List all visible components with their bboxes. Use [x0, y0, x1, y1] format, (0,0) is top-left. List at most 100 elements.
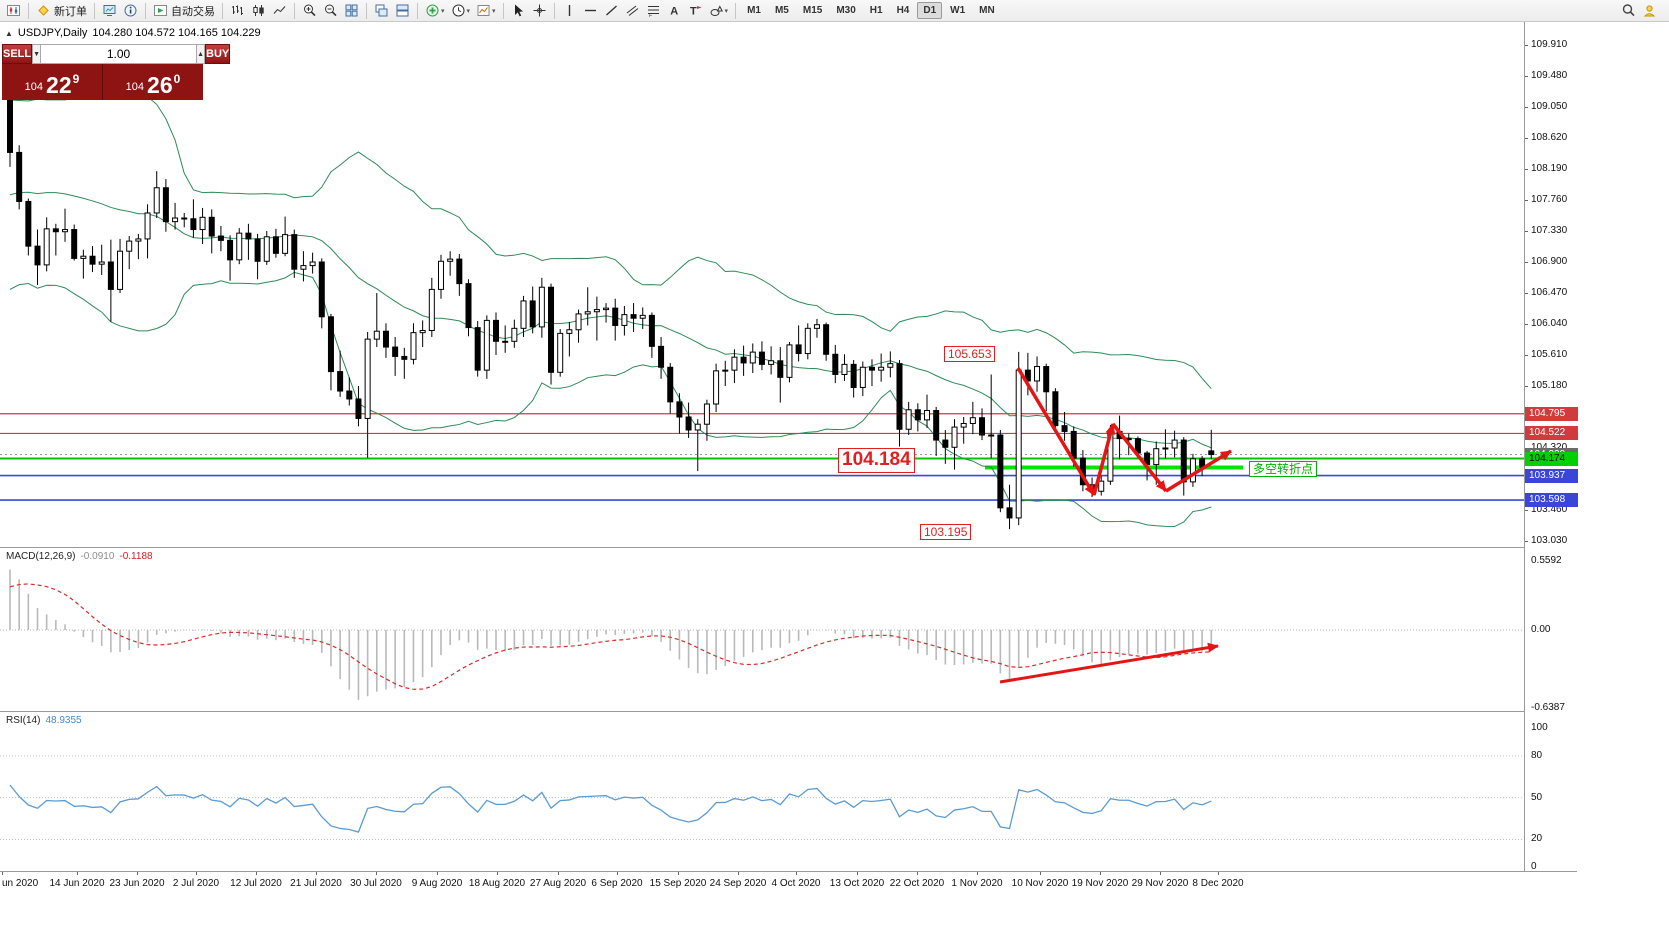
macd-indicator-canvas[interactable] [0, 547, 1524, 711]
price-chart-canvas[interactable] [0, 22, 1524, 547]
rsi-axis-tick: 0 [1531, 861, 1537, 873]
community-button[interactable] [1639, 0, 1660, 21]
timeframe-m15-button[interactable]: M15 [802, 5, 823, 16]
indicators-list-button[interactable]: ▾ [422, 0, 448, 21]
axis-tick-mark [1525, 75, 1528, 77]
time-axis-label: 23 Jun 2020 [109, 878, 165, 889]
indicators-icon [426, 4, 439, 17]
price-annotation-label[interactable]: 104.184 [838, 448, 915, 473]
market-watch-icon [103, 5, 116, 16]
shapes-tool-button[interactable]: ▾ [706, 0, 732, 21]
time-axis-label: 13 Oct 2020 [829, 878, 885, 889]
equidistant-channel-tool-button[interactable] [622, 0, 643, 21]
toolbar-separator [366, 2, 367, 19]
toolbar-separator [145, 2, 146, 19]
timeframe-m1-button[interactable]: M1 [747, 5, 761, 16]
one-click-trading-panel: SELL ▼ ▲ BUY 104 22 9 104 26 0 [2, 44, 231, 100]
volume-increase-button[interactable]: ▲ [196, 44, 205, 64]
sell-button[interactable]: SELL [2, 44, 33, 64]
trendline-tool-button[interactable] [601, 0, 622, 21]
price-axis[interactable]: 109.910 109.480 109.050 108.620 108.190 107.7… [1524, 22, 1578, 896]
trend-arrow[interactable] [1165, 449, 1232, 493]
price-annotation-label[interactable]: 105.653 [944, 346, 996, 363]
time-tick-mark [196, 872, 197, 875]
trend-arrow[interactable] [1092, 423, 1116, 496]
macd-trend-arrow[interactable] [999, 642, 1219, 684]
buy-price[interactable]: 104 26 0 [125, 72, 181, 99]
market-watch-button[interactable] [99, 0, 120, 21]
periods-list-button[interactable]: ▾ [448, 0, 474, 21]
templates-list-button[interactable]: ▾ [473, 0, 499, 21]
line-chart-style-button[interactable] [269, 0, 290, 21]
fibonacci-tool-button[interactable]: F [643, 0, 664, 21]
toolbar-separator [28, 2, 29, 19]
new-chart-button[interactable] [3, 0, 24, 21]
rsi-axis-tick: 80 [1531, 749, 1543, 761]
candles-group [7, 90, 1215, 530]
search-icon [1622, 4, 1635, 17]
cursor-tool-button[interactable] [508, 0, 529, 21]
horizontal-line-tool-button[interactable] [580, 0, 601, 21]
timeframe-w1-button[interactable]: W1 [950, 5, 966, 16]
timeframe-h1-button[interactable]: H1 [869, 5, 883, 16]
bollinger-middle-band [9, 191, 1212, 449]
autotrading-button[interactable]: 自动交易 [150, 0, 218, 21]
price-annotation-label[interactable]: 多空转折点 [1249, 461, 1318, 478]
price-axis-tick: 107.330 [1531, 224, 1568, 236]
time-axis-label: 18 Aug 2020 [468, 878, 526, 889]
time-axis-label: 29 Nov 2020 [1131, 878, 1189, 889]
price-annotation-label[interactable]: 103.195 [920, 524, 972, 541]
buy-button[interactable]: BUY [205, 44, 231, 64]
time-axis[interactable]: un 2020 14 Jun 2020 23 Jun 2020 2 Jul 2020 1… [0, 871, 1577, 897]
timeframe-h4-button[interactable]: H4 [896, 5, 910, 16]
data-window-button[interactable] [120, 0, 141, 21]
toolbar-separator [417, 2, 418, 19]
price-axis-tick: 104.320 [1531, 442, 1567, 454]
arrange-cascade-button[interactable] [371, 0, 392, 21]
vertical-line-tool-button[interactable] [559, 0, 580, 21]
text-label-tool-button[interactable]: T [685, 0, 706, 21]
timeframe-m5-button[interactable]: M5 [774, 5, 789, 16]
zoom-in-icon [304, 4, 316, 17]
zoom-in-button[interactable] [299, 0, 320, 21]
time-axis-label: 24 Sep 2020 [709, 878, 767, 889]
chevron-down-icon: ▾ [441, 7, 445, 15]
time-tick-mark [2, 872, 3, 875]
price-line-label: 104.174 [1525, 451, 1578, 466]
trend-arrow[interactable] [1016, 367, 1096, 496]
text-tool-button[interactable]: A [664, 0, 685, 21]
time-tick-mark [1100, 872, 1101, 875]
macd-axis-tick: -0.6387 [1531, 702, 1565, 714]
zoom-out-button[interactable] [320, 0, 341, 21]
macd-axis-tick: 0.00 [1531, 624, 1551, 635]
price-line-label: 103.937 [1525, 468, 1578, 483]
bar-chart-style-button[interactable] [227, 0, 248, 21]
crosshair-tool-button[interactable] [529, 0, 550, 21]
time-axis-label: 15 Sep 2020 [649, 878, 707, 889]
time-tick-mark [1218, 872, 1219, 875]
volume-input[interactable] [41, 44, 197, 64]
search-button[interactable] [1618, 0, 1639, 21]
trend-arrow[interactable] [1111, 422, 1168, 493]
autotrading-icon [154, 5, 167, 16]
timeframe-d1-button[interactable]: D1 [917, 2, 943, 19]
timeframe-m30-button[interactable]: M30 [836, 5, 856, 16]
time-axis-label: 9 Aug 2020 [411, 878, 463, 889]
axis-tick-mark [1525, 354, 1528, 356]
timeframe-mn-button[interactable]: MN [979, 5, 995, 16]
price-axis-tick: 107.760 [1531, 193, 1568, 205]
price-axis-tick: 109.050 [1531, 100, 1568, 112]
rsi-indicator-canvas[interactable] [0, 711, 1524, 871]
candlestick-style-button[interactable] [248, 0, 269, 21]
rsi-panel-separator[interactable] [0, 711, 1577, 712]
axis-tick-mark [1525, 509, 1528, 511]
volume-decrease-button[interactable]: ▼ [32, 44, 42, 64]
macd-panel-separator[interactable] [0, 547, 1577, 548]
new-order-button[interactable]: 新订单 [33, 0, 90, 21]
time-tick-mark [796, 872, 797, 875]
arrange-tile-button[interactable] [392, 0, 413, 21]
tile-windows-button[interactable] [341, 0, 362, 21]
toolbar-separator [735, 2, 737, 19]
sell-price[interactable]: 104 22 9 [2, 64, 103, 100]
time-tick-mark [917, 872, 918, 875]
